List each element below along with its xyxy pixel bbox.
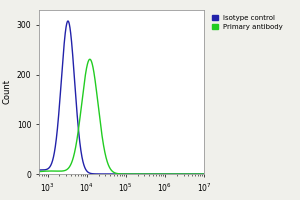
Y-axis label: Count: Count [2,79,11,104]
Legend: Isotype control, Primary antibody: Isotype control, Primary antibody [211,13,284,31]
